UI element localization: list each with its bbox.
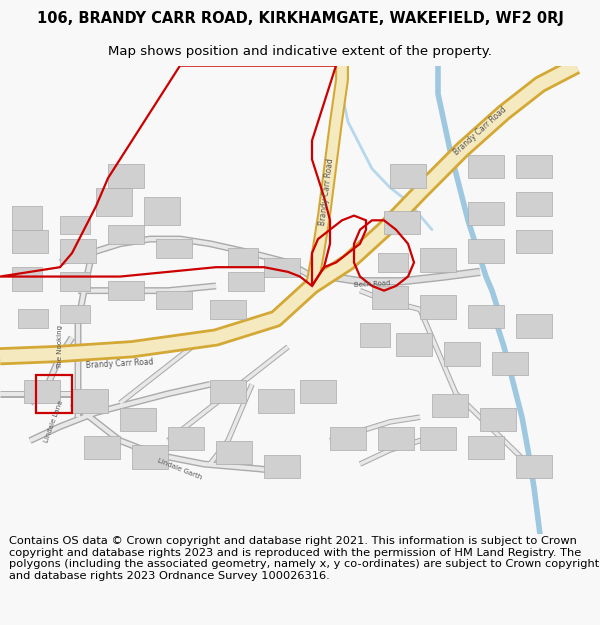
Polygon shape [84, 436, 120, 459]
Polygon shape [330, 426, 366, 450]
Text: Lindale Lane: Lindale Lane [44, 400, 64, 444]
Polygon shape [96, 188, 132, 216]
Polygon shape [516, 314, 552, 338]
Polygon shape [378, 426, 414, 450]
Polygon shape [156, 239, 192, 258]
Polygon shape [12, 206, 42, 229]
Polygon shape [420, 248, 456, 272]
Polygon shape [492, 351, 528, 375]
Text: Brandy Carr Road: Brandy Carr Road [319, 158, 335, 226]
Polygon shape [264, 258, 300, 276]
Polygon shape [108, 225, 144, 244]
Text: 106, BRANDY CARR ROAD, KIRKHAMGATE, WAKEFIELD, WF2 0RJ: 106, BRANDY CARR ROAD, KIRKHAMGATE, WAKE… [37, 11, 563, 26]
Text: Map shows position and indicative extent of the property.: Map shows position and indicative extent… [108, 45, 492, 58]
Polygon shape [72, 389, 108, 412]
Polygon shape [480, 408, 516, 431]
Polygon shape [516, 229, 552, 253]
Polygon shape [18, 309, 48, 328]
Polygon shape [258, 389, 294, 412]
Polygon shape [468, 201, 504, 225]
Polygon shape [378, 253, 408, 272]
Polygon shape [60, 239, 96, 262]
Polygon shape [60, 272, 90, 291]
Polygon shape [468, 436, 504, 459]
Polygon shape [396, 332, 432, 356]
Polygon shape [210, 379, 246, 403]
Polygon shape [360, 324, 390, 347]
Text: Brandy Carr Road: Brandy Carr Road [452, 105, 508, 158]
Polygon shape [372, 286, 408, 309]
Polygon shape [12, 229, 48, 253]
Polygon shape [516, 192, 552, 216]
Text: Brandy Carr Road: Brandy Carr Road [86, 357, 154, 369]
Polygon shape [24, 379, 60, 403]
Polygon shape [300, 379, 336, 403]
Polygon shape [210, 300, 246, 319]
Text: Lindale Garth: Lindale Garth [157, 457, 203, 481]
Polygon shape [516, 455, 552, 478]
Text: Beck Road: Beck Road [353, 279, 391, 288]
Polygon shape [144, 197, 180, 225]
Polygon shape [444, 342, 480, 366]
Polygon shape [132, 445, 168, 469]
Polygon shape [516, 154, 552, 178]
Polygon shape [420, 426, 456, 450]
Polygon shape [12, 268, 42, 291]
Polygon shape [216, 441, 252, 464]
Polygon shape [228, 272, 264, 291]
Polygon shape [390, 164, 426, 188]
Polygon shape [432, 394, 468, 418]
Text: The Nooking: The Nooking [57, 325, 63, 369]
Polygon shape [60, 304, 90, 324]
Polygon shape [108, 164, 144, 188]
Polygon shape [120, 408, 156, 431]
Polygon shape [60, 216, 90, 234]
Polygon shape [468, 304, 504, 328]
Polygon shape [468, 239, 504, 262]
Polygon shape [228, 248, 258, 268]
Polygon shape [168, 426, 204, 450]
Polygon shape [420, 295, 456, 319]
Polygon shape [156, 291, 192, 309]
Polygon shape [108, 281, 144, 300]
Polygon shape [384, 211, 420, 234]
Polygon shape [468, 154, 504, 178]
Text: Contains OS data © Crown copyright and database right 2021. This information is : Contains OS data © Crown copyright and d… [9, 536, 599, 581]
Polygon shape [264, 455, 300, 478]
